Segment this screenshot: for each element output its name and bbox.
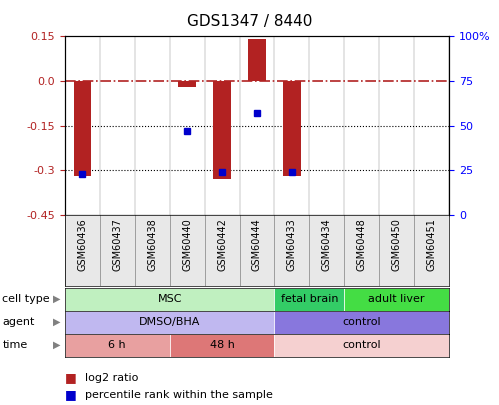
Text: GSM60437: GSM60437 [112,218,122,271]
Bar [170,334,274,357]
Text: ▶: ▶ [53,294,61,304]
Text: GSM60436: GSM60436 [77,218,87,271]
Text: ■: ■ [65,371,77,384]
Text: ▶: ▶ [53,340,61,350]
Text: GSM60444: GSM60444 [252,218,262,271]
Text: DMSO/BHA: DMSO/BHA [139,317,200,327]
Text: agent: agent [2,317,35,327]
Bar [248,39,265,81]
Text: ■: ■ [65,388,77,401]
Text: cell type: cell type [2,294,50,304]
Bar [65,288,274,311]
Text: GSM60434: GSM60434 [322,218,332,271]
Bar [274,334,449,357]
Bar [274,288,344,311]
Text: adult liver: adult liver [368,294,425,304]
Text: GSM60438: GSM60438 [147,218,157,271]
Text: 6 h: 6 h [108,340,126,350]
Bar [74,81,91,176]
Text: GSM60442: GSM60442 [217,218,227,271]
Text: log2 ratio: log2 ratio [85,373,138,383]
Bar [274,311,449,334]
Text: ▶: ▶ [53,317,61,327]
Bar [214,81,231,179]
Text: GDS1347 / 8440: GDS1347 / 8440 [187,14,312,29]
Text: control: control [342,317,381,327]
Bar [344,288,449,311]
Text: GSM60450: GSM60450 [392,218,402,271]
Text: MSC: MSC [157,294,182,304]
Text: GSM60448: GSM60448 [357,218,367,271]
Text: control: control [342,340,381,350]
Bar [179,81,196,87]
Text: GSM60440: GSM60440 [182,218,192,271]
Text: 48 h: 48 h [210,340,235,350]
Bar [283,81,300,176]
Text: percentile rank within the sample: percentile rank within the sample [85,390,273,400]
Text: GSM60451: GSM60451 [427,218,437,271]
Text: GSM60433: GSM60433 [287,218,297,271]
Bar [65,334,170,357]
Text: time: time [2,340,28,350]
Bar [65,311,274,334]
Text: fetal brain: fetal brain [280,294,338,304]
